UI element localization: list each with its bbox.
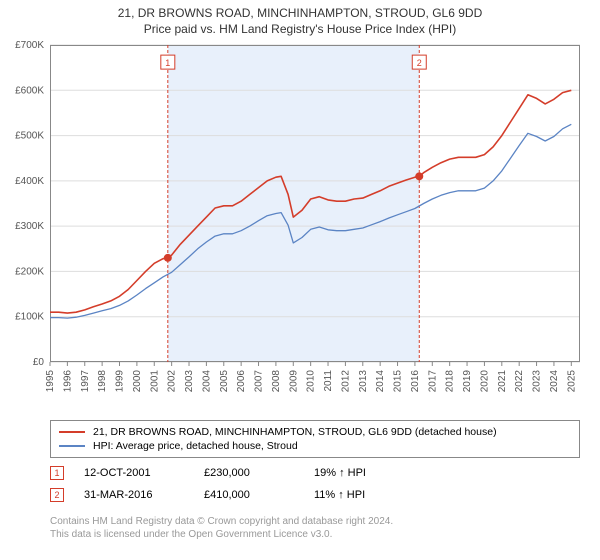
- title-subtitle: Price paid vs. HM Land Registry's House …: [0, 22, 600, 36]
- svg-text:2020: 2020: [479, 370, 490, 393]
- event-date: 31-MAR-2016: [84, 489, 204, 501]
- svg-text:£0: £0: [33, 357, 45, 368]
- svg-text:£600K: £600K: [15, 85, 44, 96]
- svg-text:2025: 2025: [566, 370, 577, 393]
- legend-label: 21, DR BROWNS ROAD, MINCHINHAMPTON, STRO…: [93, 426, 497, 438]
- svg-text:£700K: £700K: [15, 40, 44, 51]
- svg-text:2021: 2021: [497, 370, 508, 393]
- svg-text:£100K: £100K: [15, 312, 44, 323]
- event-marker: 1: [50, 466, 64, 480]
- svg-text:2014: 2014: [375, 370, 386, 393]
- svg-text:£400K: £400K: [15, 176, 44, 187]
- svg-text:1995: 1995: [45, 370, 56, 393]
- svg-text:2013: 2013: [358, 370, 369, 393]
- svg-text:1996: 1996: [62, 370, 73, 393]
- svg-text:£300K: £300K: [15, 221, 44, 232]
- legend: 21, DR BROWNS ROAD, MINCHINHAMPTON, STRO…: [50, 420, 580, 458]
- svg-text:2015: 2015: [393, 370, 404, 393]
- svg-text:2008: 2008: [271, 370, 282, 393]
- svg-text:2003: 2003: [184, 370, 195, 393]
- event-row: 2 31-MAR-2016£410,00011% ↑ HPI: [50, 484, 580, 506]
- legend-item: HPI: Average price, detached house, Stro…: [59, 439, 571, 453]
- svg-text:2001: 2001: [149, 370, 160, 393]
- event-marker: 2: [50, 488, 64, 502]
- svg-text:1998: 1998: [97, 370, 108, 393]
- event-row: 1 12-OCT-2001£230,00019% ↑ HPI: [50, 462, 580, 484]
- svg-text:2012: 2012: [340, 370, 351, 393]
- svg-text:1: 1: [165, 58, 170, 68]
- footer-license: This data is licensed under the Open Gov…: [50, 528, 580, 541]
- legend-swatch: [59, 445, 85, 447]
- svg-text:1999: 1999: [115, 370, 126, 393]
- svg-text:2016: 2016: [410, 370, 421, 393]
- legend-label: HPI: Average price, detached house, Stro…: [93, 440, 298, 452]
- svg-text:2022: 2022: [514, 370, 525, 393]
- svg-text:£200K: £200K: [15, 266, 44, 277]
- svg-text:2011: 2011: [323, 370, 334, 392]
- event-date: 12-OCT-2001: [84, 467, 204, 479]
- legend-swatch: [59, 431, 85, 433]
- svg-text:2023: 2023: [532, 370, 543, 393]
- chart-area: £0£100K£200K£300K£400K£500K£600K£700K199…: [50, 45, 580, 390]
- svg-text:2024: 2024: [549, 370, 560, 393]
- footer-copyright: Contains HM Land Registry data © Crown c…: [50, 515, 580, 528]
- svg-text:2006: 2006: [236, 370, 247, 393]
- svg-text:2018: 2018: [445, 370, 456, 393]
- chart-titles: 21, DR BROWNS ROAD, MINCHINHAMPTON, STRO…: [0, 0, 600, 36]
- svg-text:2007: 2007: [254, 370, 265, 393]
- svg-text:2017: 2017: [427, 370, 438, 393]
- svg-text:2010: 2010: [306, 370, 317, 393]
- svg-text:2: 2: [417, 58, 422, 68]
- title-address: 21, DR BROWNS ROAD, MINCHINHAMPTON, STRO…: [0, 6, 600, 20]
- svg-text:1997: 1997: [80, 370, 91, 393]
- line-chart: £0£100K£200K£300K£400K£500K£600K£700K199…: [50, 45, 580, 390]
- event-pct: 19% ↑ HPI: [314, 467, 434, 479]
- svg-text:2000: 2000: [132, 370, 143, 393]
- svg-text:2019: 2019: [462, 370, 473, 393]
- svg-text:£500K: £500K: [15, 131, 44, 142]
- footer: Contains HM Land Registry data © Crown c…: [50, 515, 580, 541]
- svg-text:2002: 2002: [167, 370, 178, 393]
- svg-text:2004: 2004: [201, 370, 212, 393]
- events-table: 1 12-OCT-2001£230,00019% ↑ HPI 2 31-MAR-201…: [50, 462, 580, 506]
- event-price: £410,000: [204, 489, 314, 501]
- svg-text:2009: 2009: [288, 370, 299, 393]
- event-pct: 11% ↑ HPI: [314, 489, 434, 501]
- event-price: £230,000: [204, 467, 314, 479]
- legend-item: 21, DR BROWNS ROAD, MINCHINHAMPTON, STRO…: [59, 425, 571, 439]
- svg-text:2005: 2005: [219, 370, 230, 393]
